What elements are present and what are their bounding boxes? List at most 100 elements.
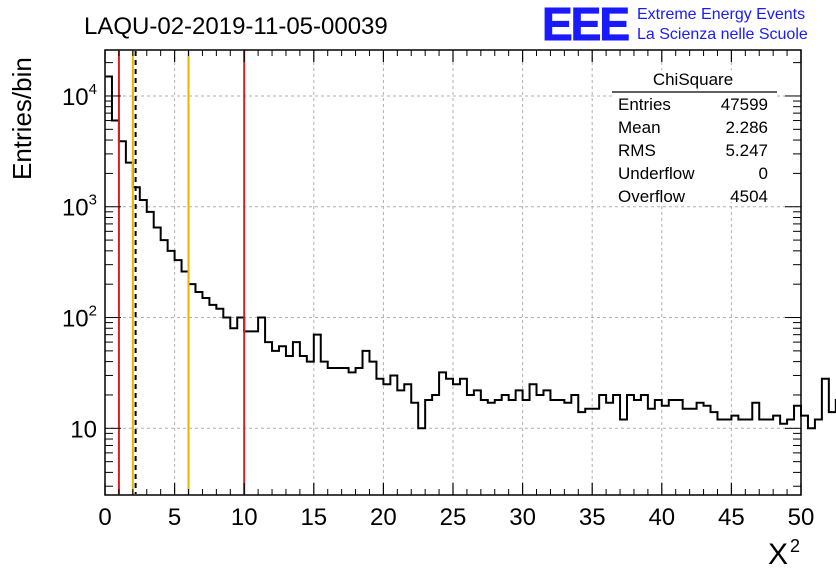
stats-label: RMS	[618, 141, 656, 160]
x-tick-label: 30	[509, 504, 536, 531]
histogram-bin	[815, 420, 822, 495]
y-tick-label: 10	[70, 416, 97, 443]
histogram-bin	[195, 292, 202, 495]
histogram-bin	[209, 305, 216, 495]
histogram-bin	[655, 400, 662, 495]
histogram-bin	[349, 372, 356, 495]
stats-label: Underflow	[618, 164, 695, 183]
stats-row: Underflow 0	[618, 164, 768, 183]
histogram-bin	[168, 251, 175, 495]
histogram-bin	[376, 379, 383, 495]
histogram-bin	[530, 384, 537, 495]
histogram-bin	[363, 351, 370, 495]
x-axis-label-sup: 2	[790, 536, 800, 556]
histogram-bin	[822, 379, 829, 495]
logo-line2: La Scienza nelle Scuole	[637, 26, 808, 43]
histogram-bin	[342, 368, 349, 495]
histogram-bin	[175, 260, 182, 495]
histogram-bin	[446, 379, 453, 495]
stats-box: ChiSquare Entries 47599 Mean 2.286 RMS 5…	[612, 70, 777, 206]
x-tick-label: 50	[788, 504, 815, 531]
chart-title: LAQU-02-2019-11-05-00039	[84, 13, 388, 40]
histogram-bin	[620, 420, 627, 495]
stats-value: 4504	[730, 187, 768, 206]
histogram-bin	[488, 403, 495, 495]
y-tick-label: 102	[62, 303, 97, 333]
histogram-bin	[543, 390, 550, 495]
histogram-bin	[223, 318, 230, 495]
x-tick-label: 45	[718, 504, 745, 531]
histogram-bin	[293, 342, 300, 495]
histogram-bin	[662, 406, 669, 495]
x-axis-ticks: 0 5 10 15 20 25 30 35 40 45 50	[98, 50, 814, 531]
histogram-bin	[690, 409, 697, 495]
histogram-bin	[237, 318, 244, 495]
histogram-bin	[265, 342, 272, 495]
histogram-bin	[613, 395, 620, 495]
histogram-bin	[759, 420, 766, 495]
histogram-bin	[314, 335, 321, 495]
x-tick-label: 0	[98, 504, 111, 531]
histogram-bin	[328, 368, 335, 495]
histogram-bin	[738, 420, 745, 495]
histogram-bin	[258, 318, 265, 495]
x-tick-label: 5	[168, 504, 181, 531]
histogram-bin	[829, 412, 836, 495]
histogram-bin	[182, 272, 189, 495]
histogram-bin	[397, 390, 404, 495]
histogram-bin	[599, 395, 606, 495]
histogram-bin	[439, 372, 446, 495]
histogram-bin	[704, 406, 711, 495]
x-tick-label: 10	[231, 504, 258, 531]
histogram-bin	[794, 406, 801, 495]
histogram-bin	[432, 395, 439, 495]
stats-row: Entries 47599	[618, 95, 768, 114]
histogram-bin	[676, 400, 683, 495]
histogram-bin	[105, 76, 112, 495]
histogram-bin	[154, 227, 161, 495]
histogram-bin	[550, 400, 557, 495]
histogram-bin	[126, 163, 133, 495]
histogram-bin	[509, 400, 516, 495]
x-axis-label: X 2	[768, 536, 800, 571]
histogram-bin	[383, 384, 390, 495]
histogram-bin	[766, 420, 773, 495]
logo-line1: Extreme Energy Events	[637, 6, 805, 23]
histogram-bin	[474, 390, 481, 495]
histogram-bin	[571, 395, 578, 495]
y-tick-label: 103	[62, 192, 97, 222]
histogram-bin	[321, 362, 328, 495]
grid-lines	[105, 50, 801, 495]
y-axis-ticks: 10 102 103 104	[62, 62, 801, 487]
histogram-bin	[801, 416, 808, 495]
histogram-bin	[119, 141, 126, 495]
histogram-bin	[578, 412, 585, 495]
histogram-bin	[216, 309, 223, 495]
histogram-bin	[300, 356, 307, 495]
x-tick-label: 15	[300, 504, 327, 531]
histogram-bin	[495, 400, 502, 495]
histogram-bin	[453, 384, 460, 495]
histogram-bin	[585, 409, 592, 495]
histogram-bin	[202, 298, 209, 495]
x-tick-label: 20	[370, 504, 397, 531]
histogram-bin	[244, 331, 251, 495]
histogram-bin	[711, 412, 718, 495]
histogram-bin	[669, 400, 676, 495]
histogram-bin	[724, 420, 731, 495]
histogram-bin	[140, 200, 147, 495]
histogram-bin	[502, 395, 509, 495]
histogram-bin	[537, 395, 544, 495]
histogram-bin	[307, 362, 314, 495]
histogram-bin	[460, 379, 467, 495]
threshold-lines	[117, 51, 246, 494]
histogram-bin	[404, 384, 411, 495]
stats-label: Entries	[618, 95, 671, 114]
histogram-bin	[272, 351, 279, 495]
histogram-bin	[683, 409, 690, 495]
histogram-bin	[731, 416, 738, 495]
histogram-bin	[745, 420, 752, 495]
y-axis-label: Entries/bin	[7, 57, 37, 180]
histogram-series	[105, 75, 836, 495]
histogram-bin	[516, 390, 523, 495]
